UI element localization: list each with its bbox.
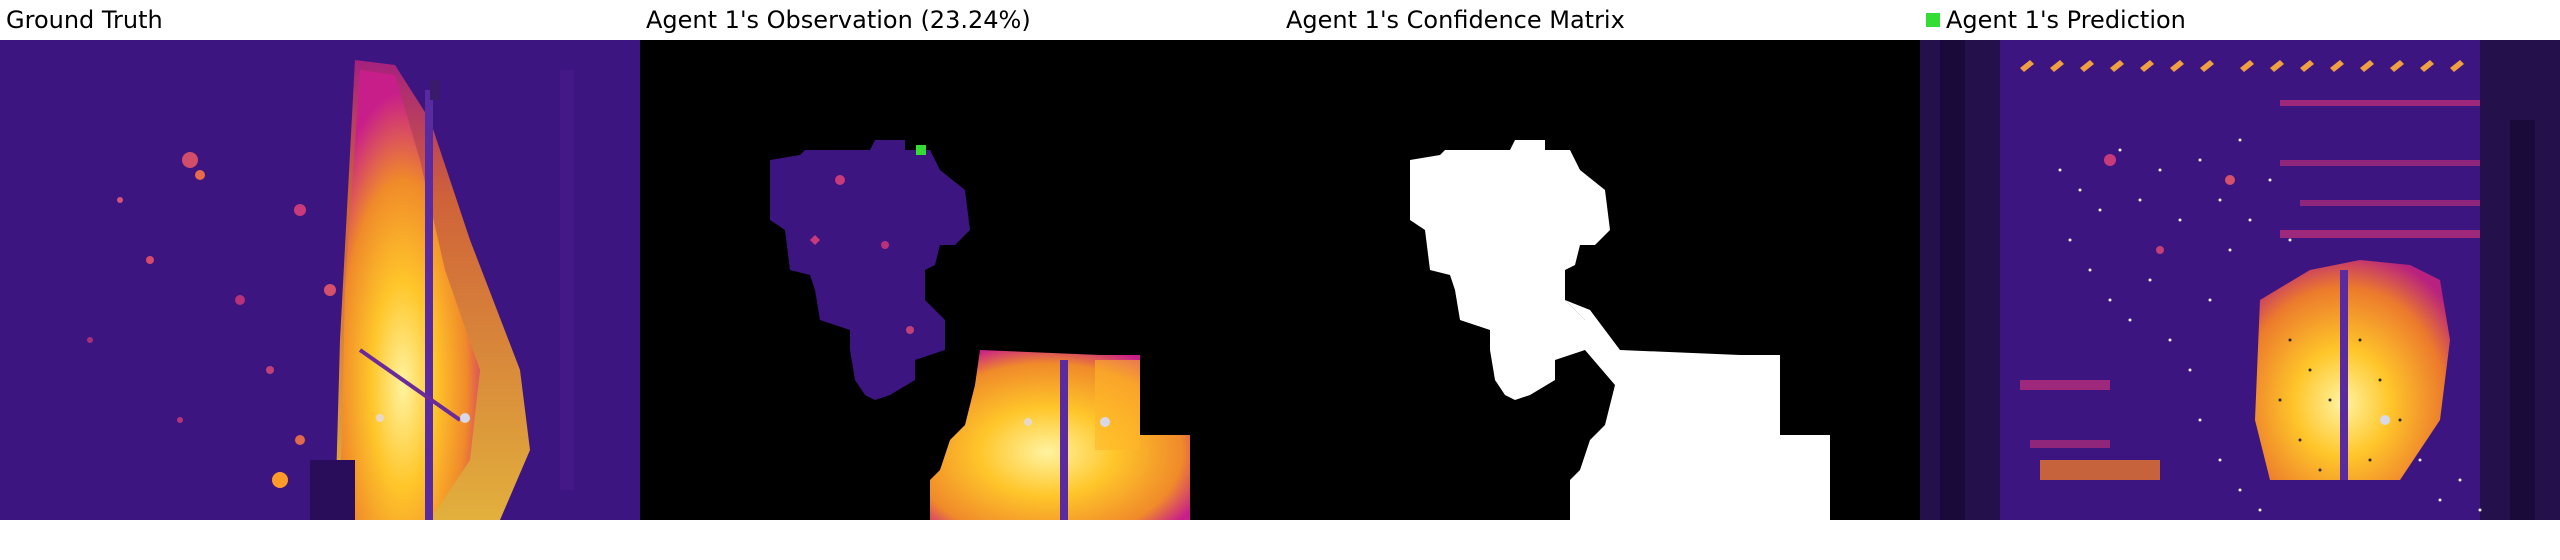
confidence-matrix-image bbox=[1280, 40, 1920, 520]
panel-title-confidence: Agent 1's Confidence Matrix bbox=[1286, 4, 1625, 36]
panel-observation: Agent 1's Observation (23.24%) bbox=[640, 0, 1280, 560]
observation-masked-image bbox=[640, 40, 1280, 520]
panel-title-prediction: Agent 1's Prediction bbox=[1926, 4, 2186, 36]
agent-position-marker bbox=[916, 145, 926, 155]
ground-truth-thermal-image bbox=[0, 40, 640, 520]
prediction-title: Agent 1's Prediction bbox=[1946, 6, 2186, 34]
prediction-thermal-image bbox=[1920, 40, 2560, 520]
ground-truth-title: Ground Truth bbox=[6, 6, 163, 34]
agent-legend-swatch bbox=[1926, 13, 1940, 27]
panel-prediction: Agent 1's Prediction bbox=[1920, 0, 2560, 560]
confidence-title: Agent 1's Confidence Matrix bbox=[1286, 6, 1625, 34]
panel-ground-truth: Ground Truth bbox=[0, 0, 640, 560]
panel-title-ground-truth: Ground Truth bbox=[6, 4, 163, 36]
panel-confidence: Agent 1's Confidence Matrix bbox=[1280, 0, 1920, 560]
panel-title-observation: Agent 1's Observation (23.24%) bbox=[646, 4, 1031, 36]
observation-title: Agent 1's Observation (23.24%) bbox=[646, 6, 1031, 34]
